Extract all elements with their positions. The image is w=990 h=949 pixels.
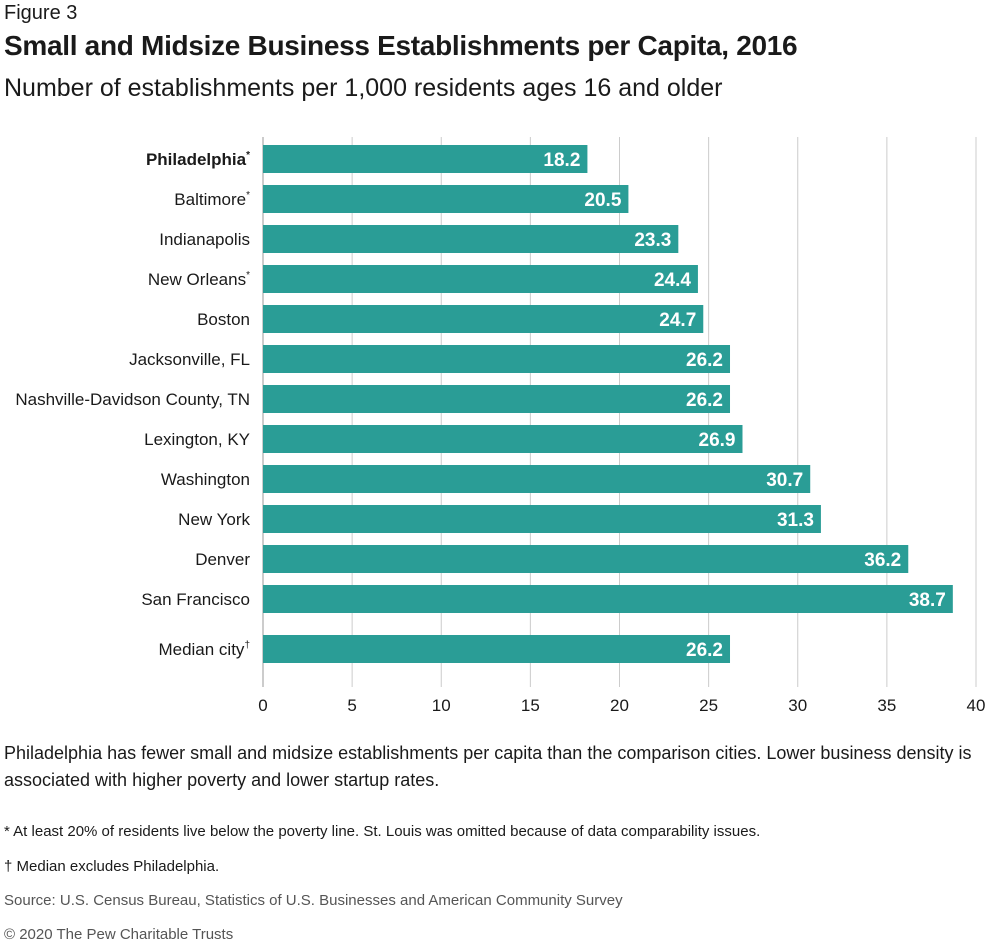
bar: [263, 345, 731, 373]
chart-caption: Philadelphia has fewer small and midsize…: [4, 743, 972, 790]
bars: [263, 145, 953, 663]
bar: [263, 635, 731, 663]
x-tick-label: 35: [877, 696, 896, 715]
bar: [263, 265, 698, 293]
data-label: 38.7: [909, 590, 946, 611]
data-label: 31.3: [777, 510, 814, 531]
footnote-dagger: † Median excludes Philadelphia.: [4, 858, 220, 875]
data-label: 30.7: [766, 470, 803, 491]
source-note: Source: U.S. Census Bureau, Statistics o…: [4, 892, 623, 909]
data-label: 26.9: [699, 430, 736, 451]
footnote-mark: *: [246, 190, 250, 201]
x-tick-label: 30: [788, 696, 807, 715]
data-label: 26.2: [686, 640, 723, 661]
x-axis-ticks: 0 5 10 15 20 25 30 35 40: [258, 696, 985, 715]
chart-subtitle: Number of establishments per 1,000 resid…: [4, 74, 723, 102]
category-label: Baltimore*: [174, 190, 250, 209]
bar-chart: Philadelphia* Baltimore* Indianapolis New O…: [15, 137, 985, 715]
x-tick-label: 15: [521, 696, 540, 715]
bar: [263, 185, 629, 213]
x-tick-label: 25: [699, 696, 718, 715]
copyright-note: © 2020 The Pew Charitable Trusts: [4, 926, 234, 943]
data-label: 20.5: [584, 190, 621, 211]
category-label: Denver: [195, 550, 250, 569]
category-label: New York: [178, 510, 250, 529]
x-tick-label: 0: [258, 696, 267, 715]
footnote-mark: †: [244, 640, 250, 651]
data-label: 18.2: [543, 150, 580, 171]
category-label: Nashville-Davidson County, TN: [15, 390, 250, 409]
data-label: 24.7: [659, 310, 696, 331]
category-label: Jacksonville, FL: [129, 350, 250, 369]
footnote-mark: *: [246, 270, 250, 281]
category-label: Lexington, KY: [144, 430, 250, 449]
category-label: Indianapolis: [159, 230, 250, 249]
bar: [263, 385, 731, 413]
x-tick-label: 40: [967, 696, 986, 715]
x-tick-label: 5: [347, 696, 356, 715]
x-tick-label: 20: [610, 696, 629, 715]
category-label: Boston: [197, 310, 250, 329]
data-label: 26.2: [686, 390, 723, 411]
bar: [263, 465, 811, 493]
bar: [263, 545, 909, 573]
category-label: Washington: [161, 470, 250, 489]
value-labels: 18.220.5 23.3 24.4 24.7 26.2 26.2 26.9 30.7 31.3…: [543, 150, 945, 661]
category-label: New Orleans*: [148, 270, 250, 289]
data-label: 36.2: [864, 550, 901, 571]
category-labels: Philadelphia* Baltimore* Indianapolis New O…: [15, 150, 250, 659]
footnote-asterisk: * At least 20% of residents live below t…: [4, 823, 761, 840]
data-label: 24.4: [654, 270, 691, 291]
data-label: 23.3: [634, 230, 671, 251]
figure-label: Figure 3: [4, 2, 78, 24]
bar: [263, 145, 588, 173]
footnote-mark: *: [246, 150, 250, 161]
chart-title: Small and Midsize Business Establishment…: [4, 30, 798, 61]
bar: [263, 585, 953, 613]
bar: [263, 505, 821, 533]
bar: [263, 225, 679, 253]
bar: [263, 305, 704, 333]
category-label: Philadelphia*: [146, 150, 250, 169]
category-label: San Francisco: [141, 590, 250, 609]
x-tick-label: 10: [432, 696, 451, 715]
category-label: Median city†: [158, 640, 250, 659]
bar: [263, 425, 743, 453]
data-label: 26.2: [686, 350, 723, 371]
